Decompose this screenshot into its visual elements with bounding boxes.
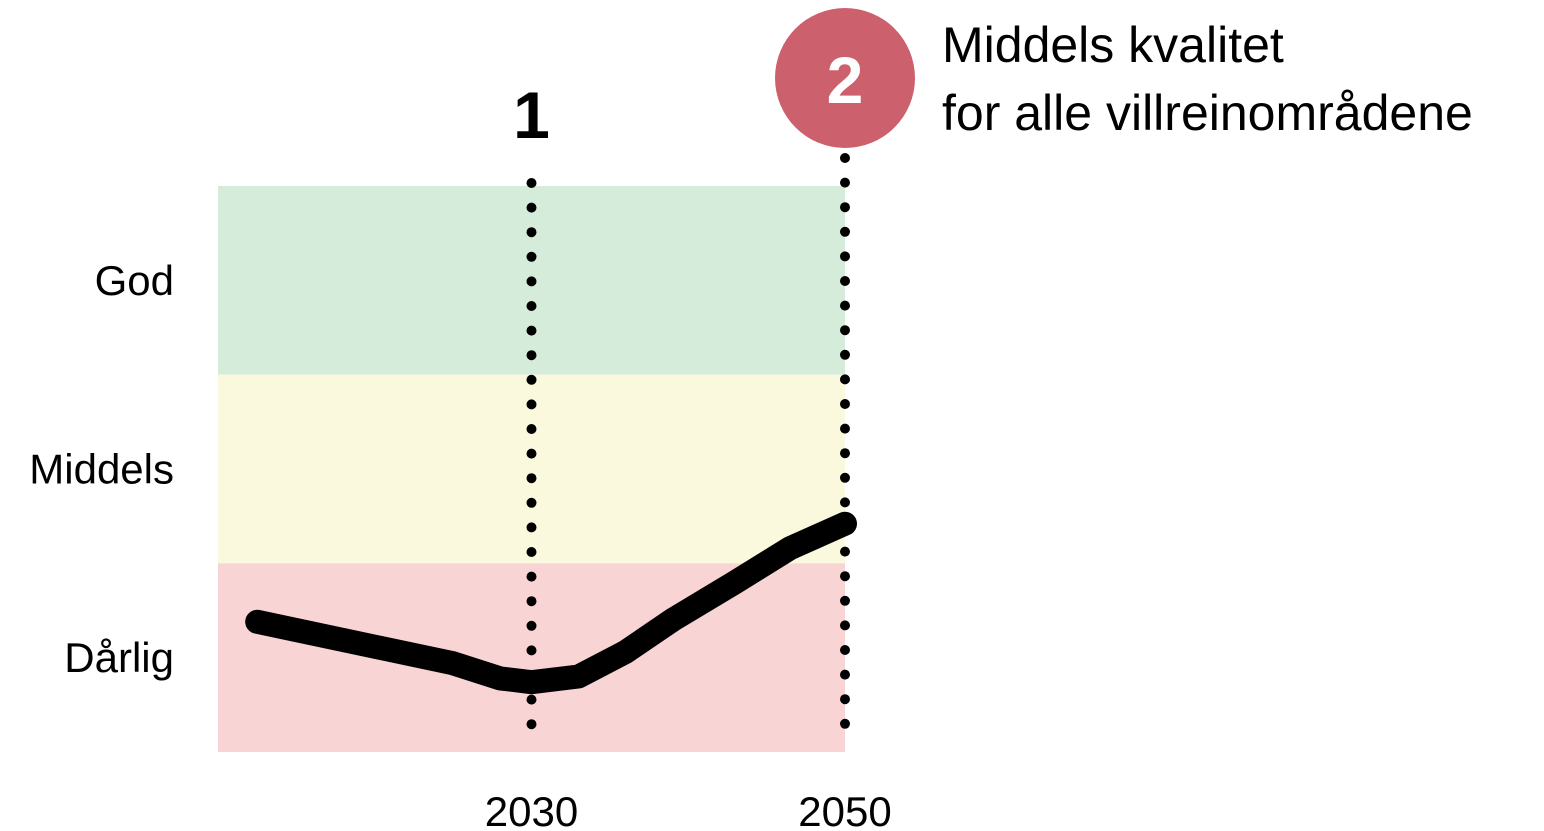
y-label-darlig: Dårlig <box>64 634 174 681</box>
series-layer <box>245 511 857 695</box>
marker-label-1: 1 <box>513 78 550 152</box>
y-label-god: God <box>95 257 174 304</box>
annotation: Middels kvalitet for alle villreinområde… <box>942 17 1473 141</box>
annotation-line-2: for alle villreinområdene <box>942 85 1473 141</box>
annotation-line-1: Middels kvalitet <box>942 17 1284 73</box>
x-axis-ticks: 2030 2050 <box>485 788 892 831</box>
y-axis-labels: God Middels Dårlig <box>29 257 174 681</box>
y-label-middels: Middels <box>29 446 174 493</box>
marker-circle-2 <box>775 8 915 148</box>
series-line-0 <box>245 511 857 695</box>
x-tick-2050: 2050 <box>798 788 891 831</box>
x-tick-2030: 2030 <box>485 788 578 831</box>
marker-label-2: 2 <box>827 43 864 117</box>
quality-bands <box>218 186 845 752</box>
